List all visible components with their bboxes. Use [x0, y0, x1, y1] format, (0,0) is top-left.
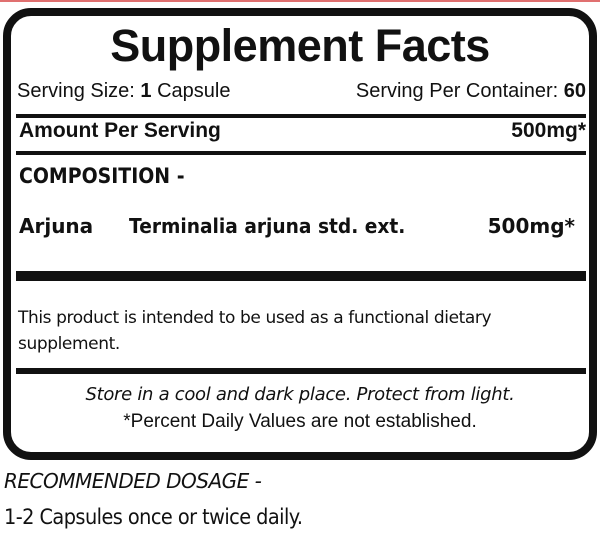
serving-size-value: 1: [140, 80, 152, 102]
dosage-text: 1-2 Capsules once or twice daily.: [4, 505, 303, 529]
servings-per-container-value: 60: [563, 80, 586, 102]
amount-per-serving-label: Amount Per Serving: [19, 119, 221, 142]
supplement-facts-panel: Supplement Facts Serving Size: 1 Capsule…: [3, 8, 597, 460]
dosage-heading: RECOMMENDED DOSAGE -: [4, 469, 262, 493]
composition-heading: COMPOSITION -: [19, 164, 185, 188]
disclaimer: This product is intended to be used as a…: [18, 308, 492, 354]
ingredient-name: Arjuna: [19, 214, 94, 238]
serving-size-label: Serving Size:: [17, 80, 135, 102]
ingredient-source: Terminalia arjuna std. ext.: [129, 214, 406, 238]
servings-per-container-label: Serving Per Container:: [355, 80, 559, 102]
top-accent-line: [0, 0, 600, 2]
storage-instructions: Store in a cool and dark place. Protect …: [85, 384, 515, 405]
divider: [16, 151, 586, 155]
divider: [16, 114, 586, 118]
divider: [16, 368, 586, 374]
amount-per-serving-value: 500mg*: [511, 119, 586, 142]
panel-title: Supplement Facts: [110, 20, 490, 71]
daily-value-note: *Percent Daily Values are not establishe…: [123, 411, 477, 432]
serving-size: Serving Size: 1 Capsule: [17, 80, 230, 103]
ingredient-amount: 500mg*: [487, 214, 575, 238]
serving-size-unit: Capsule: [157, 80, 231, 102]
servings-per-container: Serving Per Container: 60: [356, 80, 586, 103]
thick-divider: [16, 271, 586, 281]
